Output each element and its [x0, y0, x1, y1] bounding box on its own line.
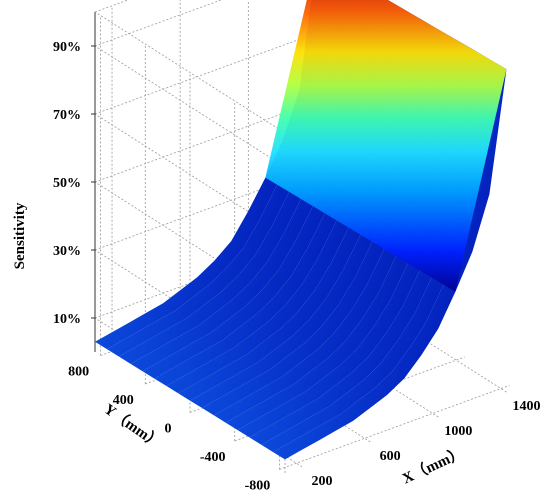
z-tick-label: 70%	[53, 108, 81, 123]
x-tick-label: 1400	[512, 399, 540, 414]
y-tick-label: -800	[245, 478, 271, 493]
surface-ridge	[265, 0, 507, 292]
z-tick-label: 50%	[53, 176, 81, 191]
grid-line	[94, 0, 223, 47]
z-tick-label: 90%	[53, 40, 81, 55]
surface	[95, 0, 507, 460]
box-edge	[94, 11, 286, 134]
grid-line	[94, 45, 286, 168]
y-tick-label: 0	[165, 422, 172, 437]
grid-line	[94, 29, 326, 115]
z-tick-label: 10%	[53, 312, 81, 327]
grid-line	[279, 385, 510, 470]
x-tick-label: 200	[312, 474, 333, 489]
y-tick-label: -400	[200, 450, 226, 465]
y-tick-label: 800	[68, 365, 89, 380]
x-axis-title: X（mm）	[399, 443, 466, 487]
x-tick-label: 600	[380, 449, 401, 464]
z-axis-title: Sensitivity	[12, 202, 28, 269]
y-tick-label: 400	[113, 393, 134, 408]
box-edge	[94, 0, 130, 13]
x-tick-label: 1000	[444, 424, 472, 439]
z-tick-label: 30%	[53, 244, 81, 259]
